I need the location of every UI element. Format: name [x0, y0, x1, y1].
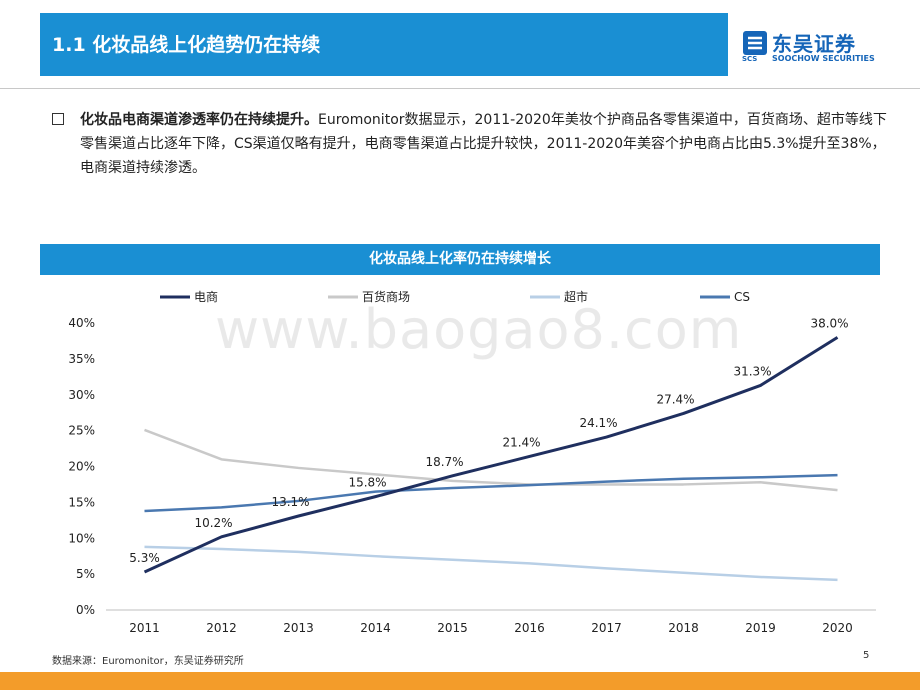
legend-label: 超市: [564, 289, 588, 304]
data-label: 21.4%: [502, 435, 540, 449]
y-tick-label: 10%: [68, 531, 95, 545]
legend-label: CS: [734, 290, 750, 304]
summary-paragraph: 化妆品电商渠道渗透率仍在持续提升。Euromonitor数据显示，2011-20…: [80, 108, 890, 180]
y-tick-label: 5%: [76, 567, 95, 581]
data-label: 31.3%: [733, 364, 771, 378]
y-tick-label: 40%: [68, 316, 95, 330]
page-number: 5: [863, 650, 870, 661]
series-line-0: [143, 336, 839, 574]
watermark-text: www.baogao8.com: [215, 298, 743, 361]
data-label: 18.7%: [425, 455, 463, 469]
x-tick-label: 2015: [437, 621, 468, 635]
logo-mark-icon: [743, 31, 767, 55]
y-tick-label: 35%: [68, 352, 95, 366]
legend-label: 百货商场: [362, 289, 410, 304]
x-tick-label: 2019: [745, 621, 776, 635]
page-title: 1.1 化妆品线上化趋势仍在持续: [52, 34, 321, 56]
y-tick-label: 25%: [68, 424, 95, 438]
summary-text: Euromonitor数据显示，2011-2020年美妆个护商品各零售渠道中，百…: [80, 112, 887, 176]
data-label: 10.2%: [194, 516, 232, 530]
series-line-1: [144, 428, 838, 492]
title-bar: [40, 13, 728, 76]
y-tick-label: 0%: [76, 603, 95, 617]
bottom-bar: [0, 672, 920, 690]
y-tick-label: 15%: [68, 495, 95, 509]
y-tick-label: 20%: [68, 460, 95, 474]
series-line-2: [144, 545, 838, 582]
data-label: 5.3%: [129, 551, 160, 565]
y-tick-label: 30%: [68, 388, 95, 402]
data-label: 27.4%: [656, 392, 694, 406]
x-tick-label: 2012: [206, 621, 237, 635]
series-line-3: [144, 473, 838, 513]
legend-label: 电商: [194, 289, 218, 304]
x-tick-label: 2020: [822, 621, 853, 635]
data-label: 38.0%: [810, 316, 848, 330]
data-label: 15.8%: [348, 476, 386, 490]
x-tick-label: 2018: [668, 621, 699, 635]
x-tick-label: 2013: [283, 621, 314, 635]
x-tick-label: 2016: [514, 621, 545, 635]
data-source: 数据来源：Euromonitor，东吴证券研究所: [52, 656, 244, 667]
x-tick-label: 2011: [129, 621, 160, 635]
header-divider: [0, 88, 920, 89]
logo-text-cn: 东吴证券: [772, 32, 856, 56]
logo-text-abbr: SCS: [742, 55, 758, 63]
summary-lead: 化妆品电商渠道渗透率仍在持续提升。: [80, 112, 318, 128]
x-tick-label: 2017: [591, 621, 622, 635]
data-label: 24.1%: [579, 416, 617, 430]
x-tick-label: 2014: [360, 621, 391, 635]
logo-text-en: SOOCHOW SECURITIES: [772, 54, 875, 63]
bullet-square-icon: [52, 113, 64, 125]
chart-title: 化妆品线上化率仍在持续增长: [40, 244, 880, 275]
company-logo: 东吴证券 SCS SOOCHOW SECURITIES: [742, 28, 882, 68]
data-label: 13.1%: [271, 495, 309, 509]
